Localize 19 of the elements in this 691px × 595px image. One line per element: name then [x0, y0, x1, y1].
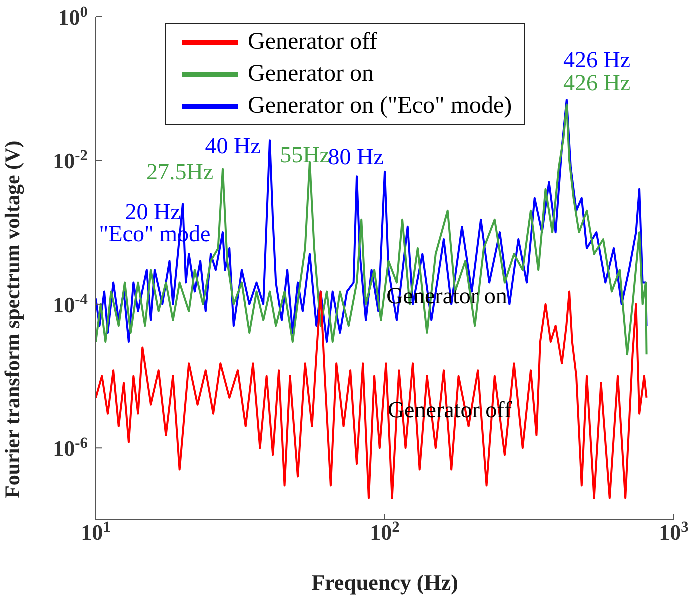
legend-label: Generator on [248, 60, 374, 88]
y-tick-label: 10$^{-2}$ [53, 147, 88, 174]
y-tick-label: 10$^{-4}$ [53, 290, 88, 318]
y-tick-label: 10$^{0}$ [58, 4, 88, 30]
annotation: 80 Hz [328, 144, 384, 170]
annotation: 20 Hz [125, 200, 181, 224]
y-axis-title: Fourier transform spectrum voltage (V) [0, 140, 24, 498]
y-tick-label: 10$^{-6}$ [53, 434, 88, 462]
legend-label: Generator off [248, 28, 378, 56]
annotation: 40 Hz [205, 134, 261, 158]
x-tick-label: 10$^{3}$ [659, 518, 690, 545]
annotation: 426 Hz [563, 48, 631, 72]
annotation: 55Hz [280, 142, 330, 168]
x-axis-title: Frequency (Hz) [312, 570, 458, 595]
legend-label: Generator on ("Eco" mode) [248, 92, 512, 120]
x-tick-label: 10$^{2}$ [370, 518, 400, 545]
x-tick-label: 10$^{1}$ [81, 518, 111, 545]
annotation: 426 Hz [563, 70, 631, 96]
annotation: 27.5Hz [146, 160, 214, 184]
